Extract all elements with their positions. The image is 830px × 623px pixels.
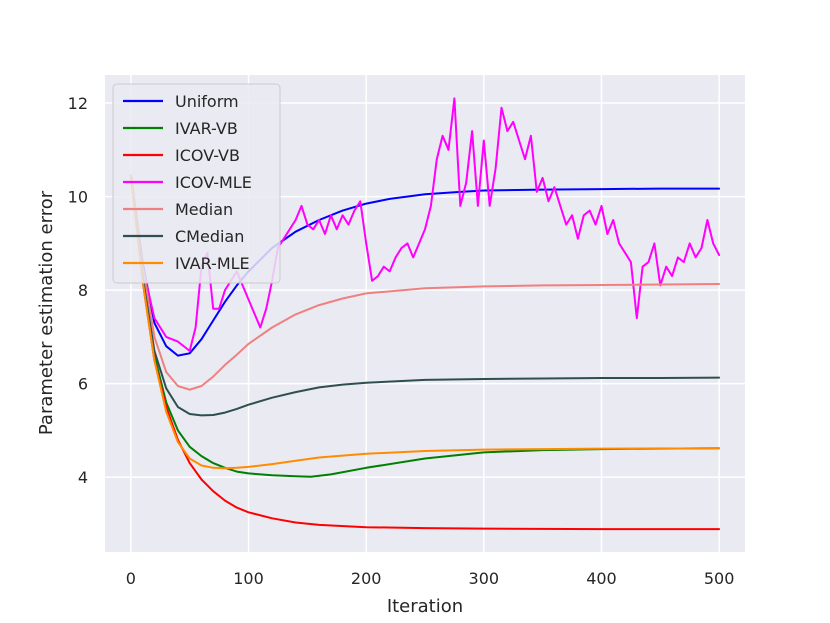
- y-axis-label: Parameter estimation error: [36, 190, 57, 435]
- x-axis-label: Iteration: [387, 596, 463, 617]
- x-tick-label: 100: [233, 569, 264, 588]
- y-tick-label: 8: [78, 281, 88, 300]
- series-layer: [129, 97, 721, 531]
- series-line-ivar-mle: [129, 174, 721, 470]
- series-line-icov-vb: [129, 174, 721, 531]
- legend-box: [112, 83, 281, 284]
- series-line-median: [129, 174, 721, 391]
- x-tick-label: 200: [351, 569, 382, 588]
- legend-label-cmedian: CMedian: [175, 227, 244, 246]
- legend-label-median: Median: [175, 200, 233, 219]
- legend-label-icov-mle: ICOV-MLE: [175, 173, 252, 192]
- y-tick-label: 10: [68, 188, 88, 207]
- legend-label-icov-vb: ICOV-VB: [175, 146, 240, 165]
- y-tick-label: 6: [78, 375, 88, 394]
- y-tick-label: 4: [78, 468, 88, 487]
- series-line-ivar-vb: [129, 174, 721, 478]
- series-line-cmedian: [129, 174, 721, 417]
- x-tick-labels: 0 100 200 300 400 500: [126, 569, 735, 588]
- legend-label-ivar-vb: IVAR-VB: [175, 119, 238, 138]
- x-tick-label: 0: [126, 569, 136, 588]
- x-tick-label: 300: [469, 569, 500, 588]
- legend-label-uniform: Uniform: [175, 92, 239, 111]
- legend: Uniform IVAR-VB ICOV-VB ICOV-MLE Median CMedi…: [112, 83, 281, 284]
- legend-label-ivar-mle: IVAR-MLE: [175, 254, 250, 273]
- series-line-icov-mle: [129, 97, 721, 352]
- x-tick-label: 500: [704, 569, 735, 588]
- y-tick-label: 12: [68, 94, 88, 113]
- x-tick-label: 400: [586, 569, 617, 588]
- y-tick-labels: 4 6 8 10 12: [68, 94, 88, 487]
